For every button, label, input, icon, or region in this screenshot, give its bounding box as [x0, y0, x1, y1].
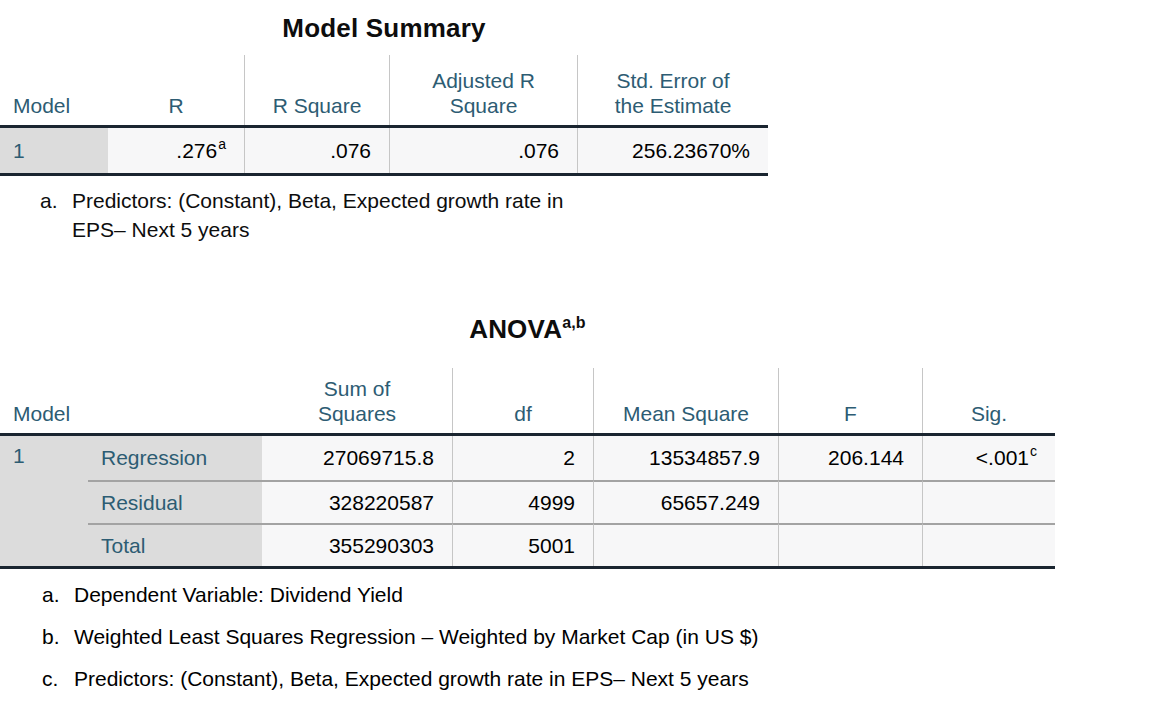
r-footnote-superscript: a — [218, 136, 226, 152]
total-mean-square-cell — [593, 523, 778, 566]
column-header-model: Model — [0, 55, 108, 125]
anova-footnote-a: a. Dependent Variable: Dividend Yield — [42, 582, 758, 608]
footnote-text: Predictors: (Constant), Beta, Expected g… — [74, 666, 749, 692]
sig-value: <.001 — [976, 446, 1029, 470]
total-sig-cell — [922, 523, 1055, 566]
footnote-marker: a. — [42, 582, 74, 608]
total-sum-of-squares-cell: 355290303 — [262, 523, 452, 566]
anova-footnotes: a. Dependent Variable: Dividend Yield b.… — [42, 582, 758, 708]
anova-footnote-c: c. Predictors: (Constant), Beta, Expecte… — [42, 666, 758, 692]
sig-footnote-superscript: c — [1030, 443, 1037, 459]
anova-body: 1 Regression 27069715.8 2 13534857.9 206… — [0, 436, 1055, 569]
column-header-f: F — [778, 368, 922, 433]
row-label-residual: Residual — [88, 480, 262, 523]
r-value: .276 — [176, 139, 217, 163]
r-square-value-cell: .076 — [244, 128, 389, 173]
column-header-std-error: Std. Error of the Estimate — [577, 55, 768, 125]
regression-sig-cell: <.001c — [922, 436, 1055, 480]
column-header-r-square: R Square — [244, 55, 389, 125]
adjusted-r-square-value-cell: .076 — [389, 128, 577, 173]
total-f-cell — [778, 523, 922, 566]
footnote-text: Weighted Least Squares Regression – Weig… — [74, 624, 758, 650]
anova-title-superscript: a,b — [562, 314, 586, 331]
row-label-regression: Regression — [88, 436, 262, 480]
footnote-marker: b. — [42, 624, 74, 650]
residual-f-cell — [778, 480, 922, 523]
residual-sig-cell — [922, 480, 1055, 523]
regression-sum-of-squares-cell: 27069715.8 — [262, 436, 452, 480]
column-header-sig: Sig. — [922, 368, 1055, 433]
footnote-marker: a. — [40, 186, 72, 244]
model-number-cell: 1 — [0, 128, 108, 173]
anova-title: ANOVAa,b — [0, 314, 1055, 345]
footnote-text: Predictors: (Constant), Beta, Expected g… — [72, 186, 563, 244]
residual-mean-square-cell: 65657.249 — [593, 480, 778, 523]
residual-sum-of-squares-cell: 328220587 — [262, 480, 452, 523]
anova-header-row: Model Sum of Squares df Mean Square F Si… — [0, 368, 1055, 436]
total-df-cell: 5001 — [452, 523, 593, 566]
row-label-total: Total — [88, 523, 262, 566]
model-summary-data-row: 1 .276a .076 .076 256.23670% — [0, 128, 768, 176]
footnote-text: Dependent Variable: Dividend Yield — [74, 582, 403, 608]
model-summary-header-row: Model R R Square Adjusted R Square Std. … — [0, 55, 768, 128]
regression-df-cell: 2 — [452, 436, 593, 480]
anova-table: Model Sum of Squares df Mean Square F Si… — [0, 368, 1055, 569]
model-summary-title: Model Summary — [0, 13, 768, 44]
column-header-df: df — [452, 368, 593, 433]
model-summary-table: Model R R Square Adjusted R Square Std. … — [0, 55, 768, 176]
regression-mean-square-cell: 13534857.9 — [593, 436, 778, 480]
regression-f-cell: 206.144 — [778, 436, 922, 480]
column-header-adjusted-r-square: Adjusted R Square — [389, 55, 577, 125]
anova-title-text: ANOVA — [469, 314, 562, 344]
column-header-sum-of-squares: Sum of Squares — [262, 368, 452, 433]
std-error-value-cell: 256.23670% — [577, 128, 768, 173]
column-header-r: R — [108, 55, 244, 125]
model-number-cell: 1 — [0, 436, 88, 566]
anova-footnote-b: b. Weighted Least Squares Regression – W… — [42, 624, 758, 650]
column-header-mean-square: Mean Square — [593, 368, 778, 433]
column-header-model: Model — [0, 368, 262, 433]
model-summary-footnote: a. Predictors: (Constant), Beta, Expecte… — [40, 186, 740, 244]
r-value-cell: .276a — [108, 128, 244, 173]
residual-df-cell: 4999 — [452, 480, 593, 523]
footnote-marker: c. — [42, 666, 74, 692]
